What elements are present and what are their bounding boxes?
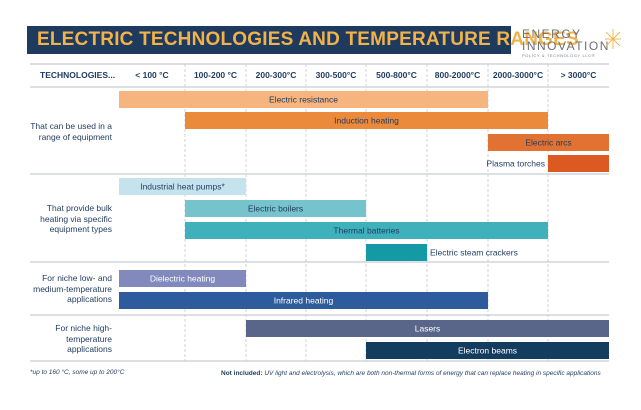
row-group-label: For niche high-temperature applications	[55, 323, 112, 354]
range-bar	[366, 342, 609, 359]
column-header: 2000-3000°C	[492, 70, 544, 80]
bar-label: Infrared heating	[274, 296, 334, 306]
bar-label: Electric boilers	[248, 204, 303, 214]
range-bar	[185, 112, 548, 129]
bar-label: Thermal batteries	[333, 226, 399, 236]
range-bar	[185, 222, 548, 239]
bar-label: Electric resistance	[269, 95, 338, 105]
row-group-label: For niche low- and medium-temperature ap…	[33, 273, 112, 304]
range-bar	[548, 155, 609, 172]
logo-line-2: INNOVATION	[522, 39, 610, 53]
range-bar	[119, 91, 488, 108]
range-bar	[119, 270, 246, 287]
footnote: *up to 160 °C, some up to 200°C	[30, 369, 125, 376]
range-bar	[246, 320, 609, 337]
logo-star-icon	[605, 29, 621, 49]
range-bar	[119, 178, 246, 195]
column-header: 800-2000°C	[434, 70, 481, 80]
not-included-note: Not included: UV light and electrolysis,…	[221, 370, 601, 377]
row-group-label: That provide bulk heating via specific e…	[40, 203, 112, 234]
column-header: 100-200 °C	[193, 70, 238, 80]
row-group-label: That can be used in a range of equipment	[30, 121, 112, 142]
bar-label: Plasma torches	[486, 159, 545, 169]
range-bar	[185, 200, 366, 217]
range-bar	[119, 292, 488, 309]
bar-label: Dielectric heating	[150, 274, 215, 284]
bar-label: Induction heating	[334, 116, 399, 126]
bar-label: Electron beams	[458, 346, 517, 356]
column-header: 200-300°C	[255, 70, 297, 80]
logo-line-3: POLICY & TECHNOLOGY LLC®	[522, 53, 596, 58]
logo-line-1: ENERGY	[522, 27, 582, 41]
note-text: UV light and electrolysis, which are bot…	[262, 370, 601, 377]
bar-label: Electric steam crackers	[430, 248, 518, 258]
chart-title: ELECTRIC TECHNOLOGIES AND TEMPERATURE RA…	[27, 26, 579, 54]
column-header: 500-800°C	[376, 70, 417, 80]
column-header: < 100 °C	[135, 70, 169, 80]
range-bar	[488, 134, 609, 151]
range-bar	[366, 244, 427, 261]
bar-label: Electric arcs	[525, 138, 571, 148]
energy-innovation-logo: ENERGY INNOVATION POLICY & TECHNOLOGY LL…	[522, 28, 622, 62]
technologies-header: TECHNOLOGIES...	[40, 70, 116, 80]
column-header: > 3000°C	[560, 70, 597, 80]
bar-label: Lasers	[415, 324, 441, 334]
note-bold: Not included:	[221, 370, 263, 377]
bar-label: Industrial heat pumps*	[140, 182, 225, 192]
column-header: 300-500°C	[315, 70, 357, 80]
